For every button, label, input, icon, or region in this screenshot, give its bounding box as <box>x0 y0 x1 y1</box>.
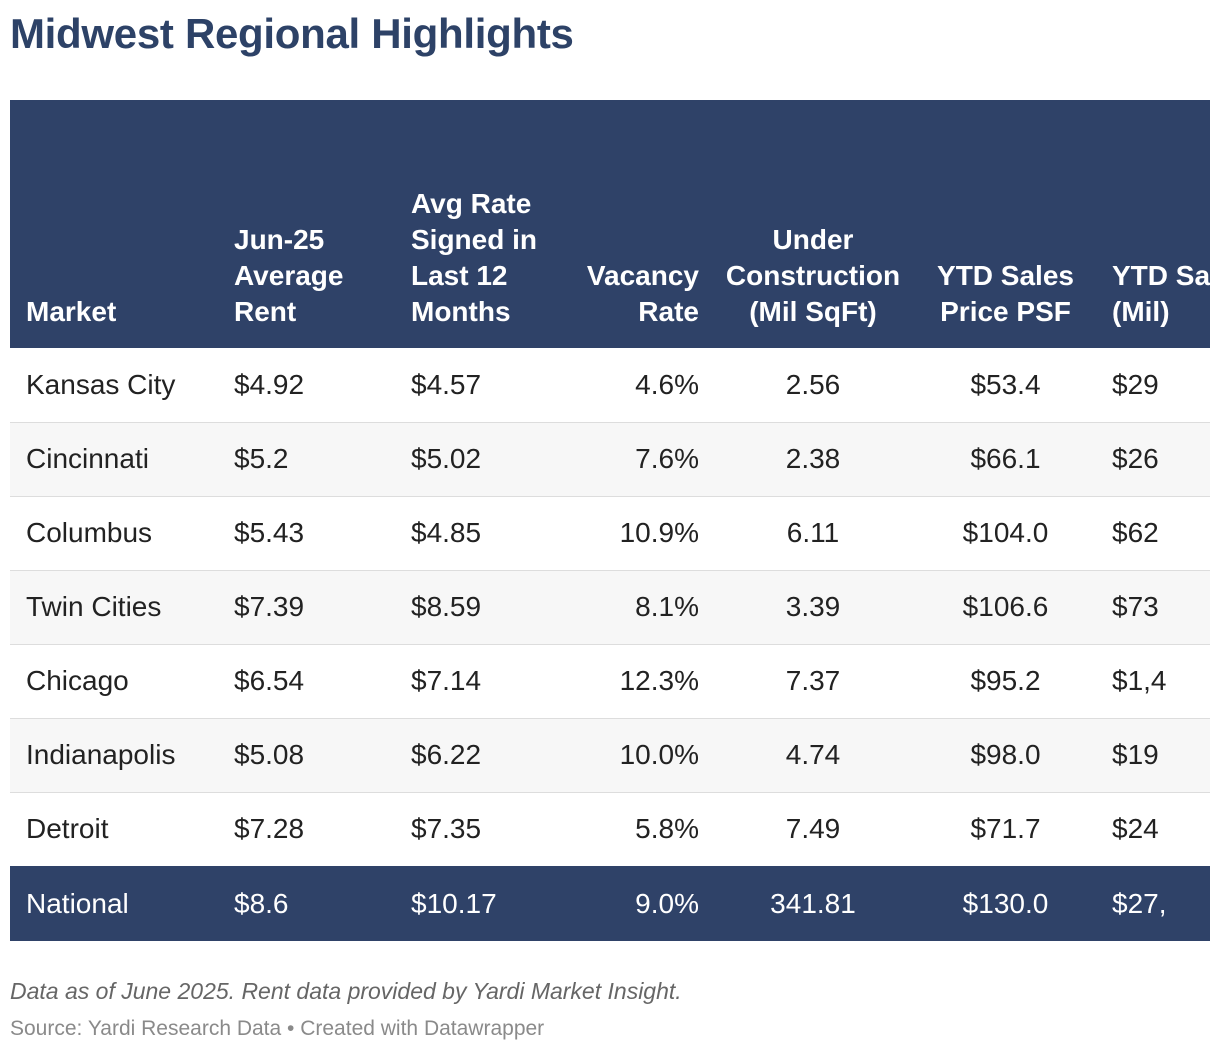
table-cell: $71.7 <box>913 791 1098 866</box>
table-cell: $7.28 <box>226 791 403 866</box>
table-cell: Detroit <box>10 791 226 866</box>
table-cell: Columbus <box>10 495 226 570</box>
table-cell: 10.9% <box>553 495 713 570</box>
table-cell: $19 <box>1098 717 1210 792</box>
table-cell: $4.85 <box>403 495 553 570</box>
column-header-ytd-sales[interactable]: YTD Sales (Mil) <box>1112 260 1210 327</box>
table-row: Detroit $7.28 $7.35 5.8% 7.49 $71.7 $24 <box>10 791 1210 866</box>
table-cell: National <box>26 888 129 919</box>
column-header-avg-rate-signed[interactable]: Avg Rate Signed in Last 12 Months <box>411 188 537 327</box>
table-cell: 5.8% <box>553 791 713 866</box>
table-cell: Cincinnati <box>10 421 226 496</box>
table-cell: 7.49 <box>713 791 913 866</box>
table-cell: $1,4 <box>1098 643 1210 718</box>
table-cell: $6.22 <box>403 717 553 792</box>
table-cell: $8.6 <box>234 888 289 919</box>
table-cell: $6.54 <box>226 643 403 718</box>
page-title: Midwest Regional Highlights <box>10 10 574 57</box>
table-cell: $7.39 <box>226 569 403 644</box>
table-cell: 2.38 <box>713 421 913 496</box>
table-row: Columbus $5.43 $4.85 10.9% 6.11 $104.0 $62 <box>10 495 1210 570</box>
table-cell: $5.2 <box>226 421 403 496</box>
table-cell: $24 <box>1098 791 1210 866</box>
table-cell: 4.74 <box>713 717 913 792</box>
chart-notes: Data as of June 2025. Rent data provided… <box>10 978 682 1004</box>
table-cell: 7.6% <box>553 421 713 496</box>
table-cell: $10.17 <box>411 888 497 919</box>
column-header-ytd-sales-price-psf[interactable]: YTD Sales Price PSF <box>937 260 1074 327</box>
table-cell: 4.6% <box>635 368 699 400</box>
table-cell: 3.39 <box>713 569 913 644</box>
table-cell: $73 <box>1098 569 1210 644</box>
table-body: Kansas City $4.92 $4.57 4.6% 2.56 $53.4 $29 Cin… <box>10 348 1210 866</box>
data-table: Market Jun-25 Average Rent Avg Rate Sign… <box>10 100 1210 941</box>
table-cell: $5.02 <box>403 421 553 496</box>
table-cell: $7.14 <box>403 643 553 718</box>
table-row: Cincinnati $5.2 $5.02 7.6% 2.38 $66.1 $26 <box>10 421 1210 496</box>
table-cell: 7.37 <box>713 643 913 718</box>
column-header-market[interactable]: Market <box>26 296 117 327</box>
table-cell: $8.59 <box>403 569 553 644</box>
table-cell: $29 <box>1112 368 1159 400</box>
table-cell: $130.0 <box>962 888 1049 919</box>
table-cell: Twin Cities <box>10 569 226 644</box>
table-row: Chicago $6.54 $7.14 12.3% 7.37 $95.2 $1,4 <box>10 643 1210 718</box>
table-cell: 12.3% <box>553 643 713 718</box>
table-cell: $4.92 <box>234 368 305 400</box>
table-cell: $66.1 <box>913 421 1098 496</box>
table-cell: 9.0% <box>635 888 699 919</box>
table-cell: $7.35 <box>403 791 553 866</box>
column-header-average-rent[interactable]: Jun-25 Average Rent <box>234 224 344 327</box>
table-cell: 10.0% <box>553 717 713 792</box>
table-cell: $104.0 <box>913 495 1098 570</box>
table-row: Twin Cities $7.39 $8.59 8.1% 3.39 $106.6 $73 <box>10 569 1210 644</box>
table-cell: $5.43 <box>226 495 403 570</box>
table-cell: Chicago <box>10 643 226 718</box>
table-cell: $26 <box>1098 421 1210 496</box>
table-row: Indianapolis $5.08 $6.22 10.0% 4.74 $98.0 $19 <box>10 717 1210 792</box>
table-cell: Kansas City <box>26 368 176 400</box>
table-cell: $4.57 <box>411 368 482 400</box>
column-header-under-construction[interactable]: Under Construction (Mil SqFt) <box>725 224 901 327</box>
table-cell: $95.2 <box>913 643 1098 718</box>
table-cell: $5.08 <box>226 717 403 792</box>
chart-source: Source: Yardi Research Data • Created wi… <box>10 1017 545 1040</box>
table-header-row: Market Jun-25 Average Rent Avg Rate Sign… <box>10 100 1210 348</box>
table-cell: 8.1% <box>553 569 713 644</box>
table-cell: 2.56 <box>785 368 841 400</box>
table-cell: $53.4 <box>970 368 1041 400</box>
table-cell: $62 <box>1098 495 1210 570</box>
national-total-row: National $8.6 $10.17 9.0% 341.81 $130.0 … <box>10 866 1210 941</box>
table-row: Kansas City $4.92 $4.57 4.6% 2.56 $53.4 $29 <box>10 348 1210 422</box>
table-cell: $106.6 <box>913 569 1098 644</box>
data-table-container: Market Jun-25 Average Rent Avg Rate Sign… <box>10 100 1210 941</box>
table-cell: Indianapolis <box>10 717 226 792</box>
column-header-vacancy-rate[interactable]: Vacancy Rate <box>586 260 699 327</box>
table-cell: 6.11 <box>713 495 913 570</box>
table-cell: 341.81 <box>770 888 856 919</box>
table-cell: $27, <box>1112 888 1167 919</box>
table-cell: $98.0 <box>913 717 1098 792</box>
